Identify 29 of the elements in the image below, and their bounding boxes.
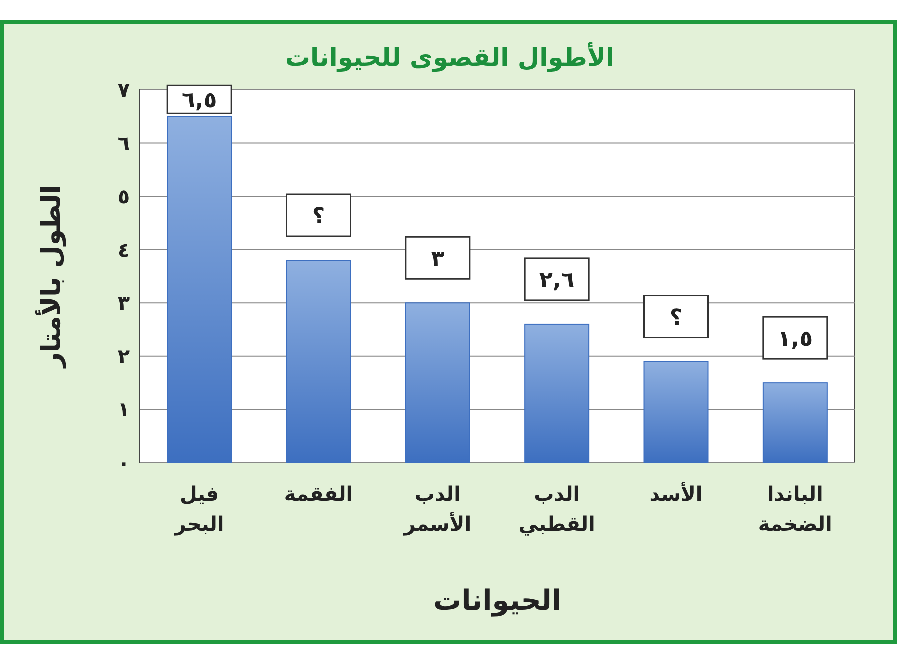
y-tick-label: ٦ bbox=[118, 131, 130, 156]
y-tick-label: ٧ bbox=[118, 78, 130, 102]
x-axis-title: الحيوانات bbox=[433, 584, 562, 617]
bar bbox=[286, 260, 352, 464]
x-tick-label: الدب الأسمر bbox=[403, 482, 472, 536]
bar bbox=[405, 302, 470, 464]
bar bbox=[762, 382, 828, 464]
data-label: ١,٥ bbox=[778, 327, 814, 352]
y-tick-label: ٢ bbox=[118, 344, 130, 368]
y-tick-label: ١ bbox=[118, 398, 130, 422]
data-label: ٢,٦ bbox=[539, 268, 575, 294]
x-tick-label: الدب القطبي bbox=[518, 482, 596, 536]
x-tick-label: فيل البحر bbox=[174, 482, 224, 536]
chart-title: الأطوال القصوى للحيوانات bbox=[285, 42, 615, 73]
y-tick-label: ٤ bbox=[118, 238, 130, 262]
y-tick-label: ٠ bbox=[118, 451, 130, 475]
data-label: ٦,٥ bbox=[182, 88, 218, 114]
data-label: ؟ bbox=[670, 306, 683, 331]
x-tick-label: الأسد bbox=[650, 482, 703, 506]
y-tick-label: ٣ bbox=[118, 291, 130, 316]
data-label: ؟ bbox=[312, 204, 326, 230]
bar bbox=[524, 324, 590, 464]
bar bbox=[644, 361, 709, 464]
x-tick-label: الباندا الضخمة bbox=[758, 482, 832, 536]
data-label: ٣ bbox=[431, 247, 446, 272]
bar bbox=[167, 116, 232, 464]
y-tick-label: ٥ bbox=[118, 184, 130, 209]
y-axis-title: الطول بالأمتار bbox=[35, 185, 67, 370]
x-tick-label: الفقمة bbox=[284, 482, 354, 506]
